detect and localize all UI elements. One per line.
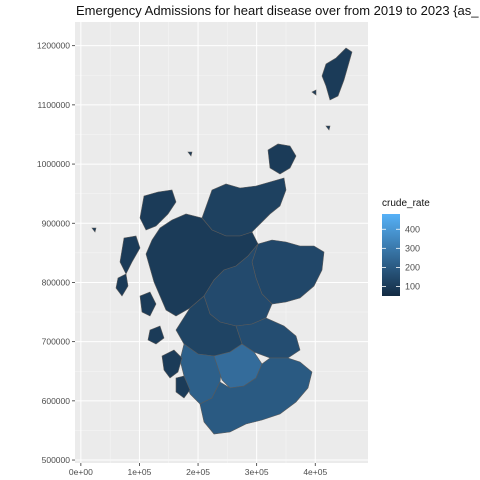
x-tick-label: 3e+05 (245, 467, 269, 477)
legend-tick-label: 100 (405, 281, 420, 291)
island-area (161, 349, 183, 379)
island-area (267, 143, 297, 175)
island-area (139, 189, 177, 231)
y-tick-label: 900000 (42, 218, 71, 228)
scotland-map (91, 47, 353, 435)
legend: crude_rate 400 300 200 100 (382, 198, 430, 296)
island-area (311, 89, 317, 96)
island-area (187, 151, 193, 157)
y-tick-label: 1100000 (38, 100, 71, 110)
x-tick-label: 1e+05 (128, 467, 152, 477)
y-tick-label: 600000 (42, 396, 71, 406)
legend-colorbar (382, 214, 400, 296)
y-tick-label: 700000 (42, 337, 71, 347)
x-tick-label: 2e+05 (186, 467, 210, 477)
island-area (115, 273, 129, 297)
x-axis: 0e+00 1e+05 2e+05 3e+05 4e+05 (69, 463, 327, 477)
legend-tick-label: 400 (405, 224, 420, 234)
legend-tick-label: 200 (405, 262, 420, 272)
y-tick-label: 1200000 (37, 41, 70, 51)
health-board-area (199, 357, 313, 435)
chart-title: Emergency Admissions for heart disease o… (76, 3, 479, 18)
island-area (147, 325, 165, 345)
island-area (139, 291, 157, 317)
x-tick-label: 0e+00 (69, 467, 93, 477)
legend-title: crude_rate (382, 198, 430, 209)
y-tick-label: 800000 (42, 277, 71, 287)
x-tick-label: 4e+05 (303, 467, 327, 477)
legend-ticks: 400 300 200 100 (382, 224, 420, 291)
legend-tick-label: 300 (405, 243, 420, 253)
y-axis: 500000 600000 700000 800000 900000 1000000 110… (37, 41, 75, 465)
island-area (321, 47, 353, 101)
y-tick-label: 500000 (42, 455, 71, 465)
island-area (91, 227, 97, 233)
y-tick-label: 1000000 (37, 159, 70, 169)
island-area (119, 235, 141, 275)
island-area (175, 375, 191, 399)
island-area (325, 125, 331, 131)
